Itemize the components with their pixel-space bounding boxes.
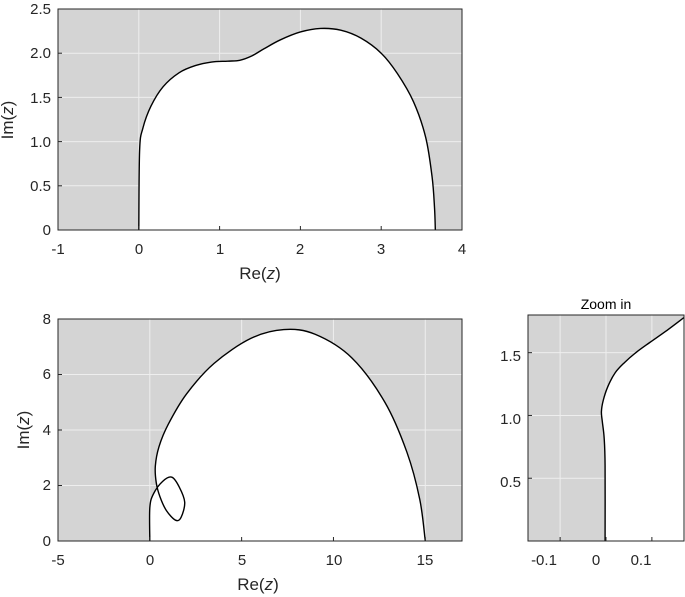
x-tick-label: 0 <box>592 552 600 569</box>
x-tick-label: 4 <box>458 241 466 258</box>
ticks-bottom <box>57 318 426 542</box>
y-tick-label: 1.0 <box>500 411 521 428</box>
y-tick-label: 2 <box>43 477 51 494</box>
y-axis-label: Im(z) <box>0 101 17 140</box>
y-tick-label: 6 <box>43 366 51 383</box>
boundary-curve-zoom <box>600 316 684 541</box>
boundary-curve-top <box>138 27 437 230</box>
ticks-top <box>57 8 463 231</box>
x-tick-label: -1 <box>51 241 64 258</box>
y-tick-label: 2.5 <box>30 1 51 18</box>
x-tick-label: 5 <box>238 552 246 569</box>
x-tick-label: -5 <box>51 552 64 569</box>
y-tick-label: 0 <box>43 222 51 239</box>
x-axis-label: Re(z) <box>237 575 279 594</box>
y-tick-label: 1.5 <box>500 348 521 365</box>
x-tick-label: 1 <box>216 241 224 258</box>
y-tick-label: 2.0 <box>30 45 51 62</box>
y-tick-label: 4 <box>43 422 51 439</box>
ticks-zoom <box>528 352 653 541</box>
y-tick-label: 0.5 <box>30 178 51 195</box>
x-tick-label: 10 <box>326 552 343 569</box>
axes-box-top <box>57 8 463 231</box>
boundary-curve-bottom <box>148 328 426 541</box>
x-tick-label: -0.1 <box>531 552 557 569</box>
stable-region-zoom <box>601 317 684 541</box>
x-axis-label: Re(z) <box>239 264 281 283</box>
x-tick-label: 0 <box>146 552 154 569</box>
panel-zoom: Zoom in -0.1 0 0.1 0.5 1.0 1.5 <box>500 296 685 569</box>
x-tick-label: 0 <box>135 241 143 258</box>
x-tick-label: 3 <box>377 241 385 258</box>
stable-region-bottom <box>149 329 426 541</box>
x-tick-label: 2 <box>296 241 304 258</box>
y-tick-label: 0 <box>43 533 51 550</box>
x-tick-label: 15 <box>417 552 434 569</box>
panel-top: -1 0 1 2 3 4 0 0.5 1.0 1.5 2.0 2.5 Re(z)… <box>0 1 466 283</box>
panel-bottom: -5 0 5 10 15 0 2 4 6 8 Re(z) Im(z) <box>14 311 463 594</box>
y-tick-label: 1.5 <box>30 90 51 107</box>
y-axis-label: Im(z) <box>14 411 33 450</box>
stable-region-top <box>138 28 436 230</box>
y-tick-label: 1.0 <box>30 134 51 151</box>
y-tick-label: 0.5 <box>500 474 521 491</box>
x-tick-label: 0.1 <box>631 552 652 569</box>
zoom-title: Zoom in <box>581 296 632 312</box>
y-tick-label: 8 <box>43 311 51 328</box>
